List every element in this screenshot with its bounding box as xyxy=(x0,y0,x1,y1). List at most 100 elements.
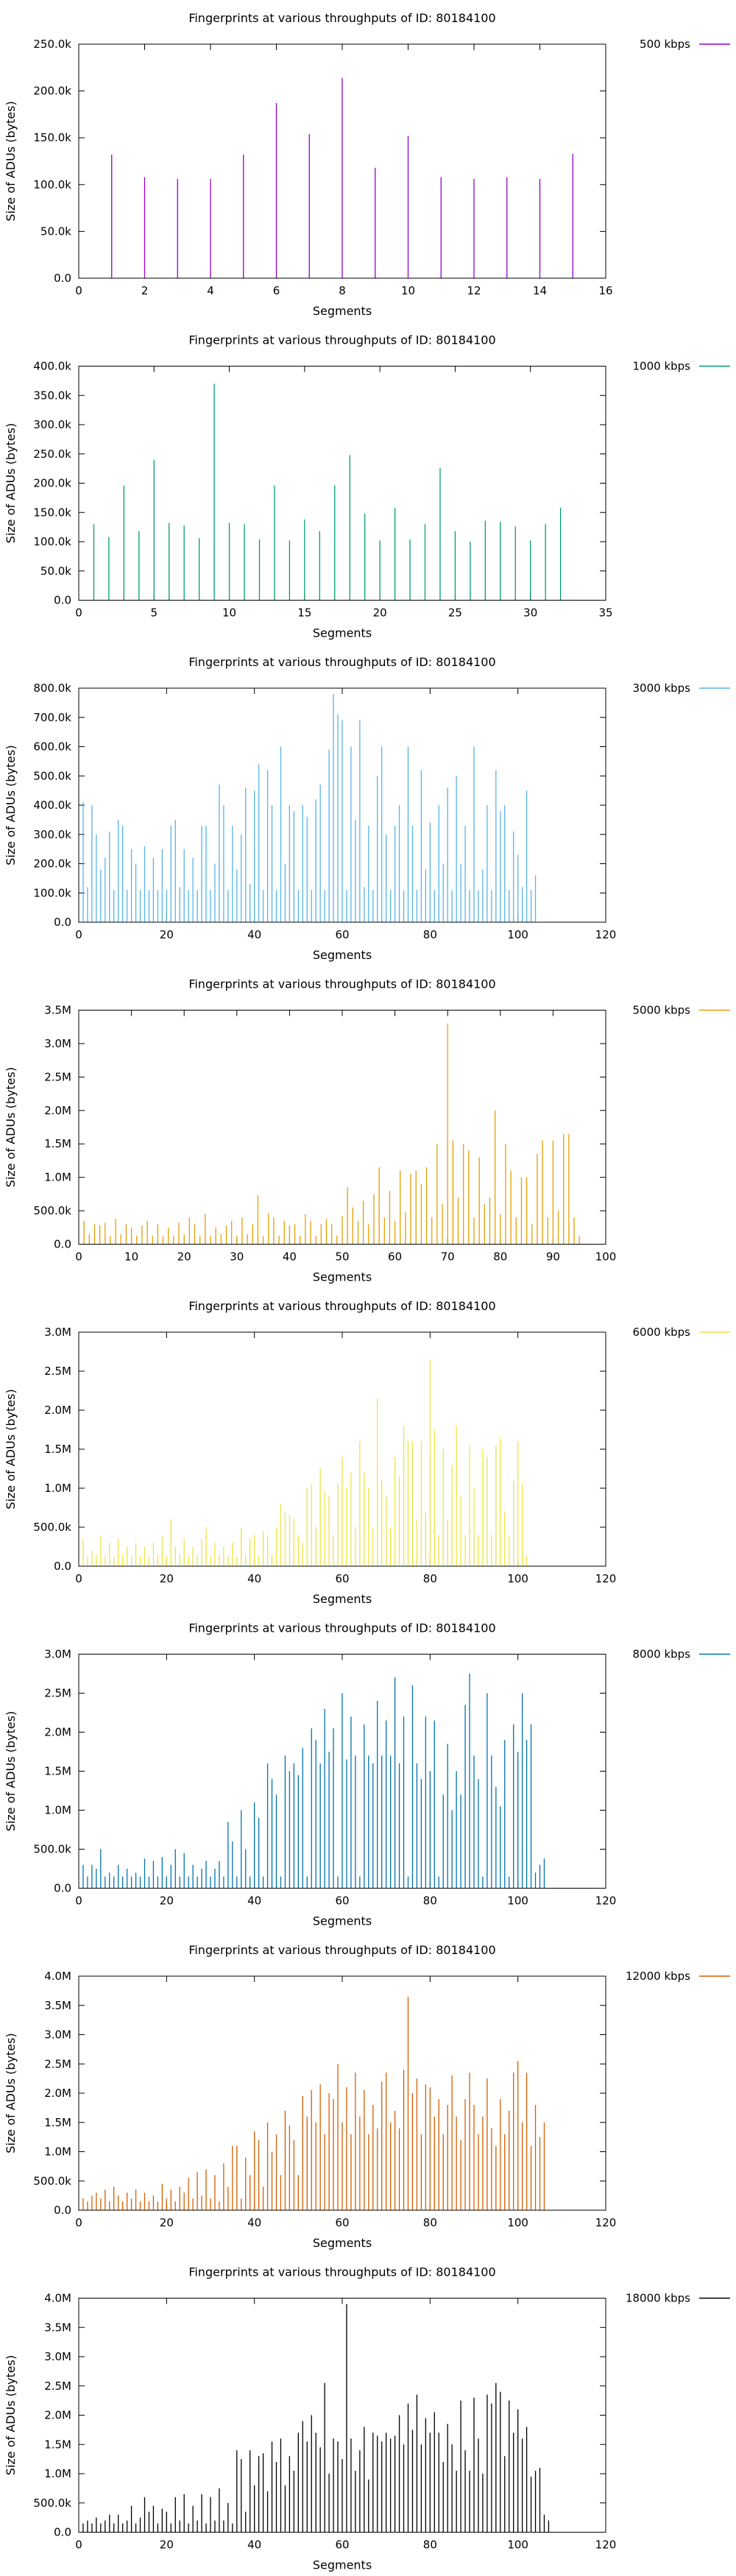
y-tick-label: 100.0k xyxy=(33,886,71,899)
x-tick-label: 120 xyxy=(595,1572,617,1585)
x-tick-label: 30 xyxy=(523,606,537,620)
x-tick-label: 0 xyxy=(75,2538,82,2552)
plot-frame xyxy=(78,1654,606,1889)
plot-frame xyxy=(78,1331,606,1567)
legend: 3000 kbps xyxy=(633,682,730,695)
legend: 1000 kbps xyxy=(633,360,730,373)
legend-label: 500 kbps xyxy=(640,38,690,51)
y-tick-label: 1.0M xyxy=(44,1171,71,1184)
x-tick-label: 4 xyxy=(207,284,214,297)
y-axis-label: Size of ADUs (bytes) xyxy=(4,745,18,865)
x-tick-label: 80 xyxy=(423,2216,437,2229)
plot-frame xyxy=(78,1975,606,2211)
y-tick-label: 1.5M xyxy=(44,2438,71,2451)
x-axis-label: Segments xyxy=(313,2558,372,2572)
y-tick-label: 300.0k xyxy=(33,418,71,431)
y-tick-label: 1.0M xyxy=(44,2467,71,2480)
x-tick-label: 120 xyxy=(595,1894,617,1908)
x-tick-label: 90 xyxy=(546,1250,560,1264)
y-tick-label: 1.0M xyxy=(44,1482,71,1495)
y-tick-label: 3.0M xyxy=(44,2028,71,2042)
y-tick-label: 3.5M xyxy=(44,1004,71,1017)
x-tick-label: 2 xyxy=(141,284,149,297)
x-tick-label: 40 xyxy=(247,1572,261,1585)
y-tick-label: 500.0k xyxy=(33,2497,71,2510)
y-tick-label: 0.0 xyxy=(54,1560,71,1573)
x-tick-label: 120 xyxy=(595,2538,617,2552)
legend: 8000 kbps xyxy=(633,1648,730,1661)
legend-label: 12000 kbps xyxy=(626,1970,690,1983)
y-tick-label: 1.0M xyxy=(44,1804,71,1817)
chart-panel: Fingerprints at various throughputs of I… xyxy=(4,655,730,962)
plot-frame xyxy=(78,2298,606,2533)
chart-panel: Fingerprints at various throughputs of I… xyxy=(4,1943,730,2250)
chart-title: Fingerprints at various throughputs of I… xyxy=(188,1943,495,1957)
y-tick-label: 2.0M xyxy=(44,1404,71,1417)
x-axis-label: Segments xyxy=(313,1914,372,1928)
x-tick-label: 6 xyxy=(273,284,280,297)
x-tick-label: 60 xyxy=(335,2538,349,2552)
chart-title: Fingerprints at various throughputs of I… xyxy=(188,1621,495,1635)
chart-title: Fingerprints at various throughputs of I… xyxy=(188,333,495,347)
chart-title: Fingerprints at various throughputs of I… xyxy=(188,1299,495,1313)
x-axis-label: Segments xyxy=(313,948,372,962)
x-tick-label: 60 xyxy=(335,928,349,941)
y-tick-label: 1.5M xyxy=(44,2116,71,2129)
y-tick-label: 250.0k xyxy=(33,38,71,51)
y-tick-label: 3.0M xyxy=(44,2350,71,2363)
y-axis-label: Size of ADUs (bytes) xyxy=(4,423,18,543)
x-tick-label: 15 xyxy=(297,606,311,620)
y-axis-label: Size of ADUs (bytes) xyxy=(4,1711,18,1831)
y-tick-label: 100.0k xyxy=(33,535,71,548)
x-tick-label: 20 xyxy=(160,1572,174,1585)
y-tick-label: 0.0 xyxy=(54,2526,71,2539)
y-tick-label: 2.0M xyxy=(44,1726,71,1739)
y-axis-label: Size of ADUs (bytes) xyxy=(4,2033,18,2153)
legend-label: 6000 kbps xyxy=(633,1326,691,1339)
x-tick-label: 8 xyxy=(339,284,346,297)
y-tick-label: 600.0k xyxy=(33,740,71,754)
x-tick-label: 10 xyxy=(222,606,236,620)
y-tick-label: 0.0 xyxy=(54,1238,71,1251)
x-tick-label: 80 xyxy=(493,1250,507,1264)
plot-frame xyxy=(78,43,606,279)
y-tick-label: 2.5M xyxy=(44,2057,71,2070)
chart-title: Fingerprints at various throughputs of I… xyxy=(188,655,495,669)
x-tick-label: 60 xyxy=(335,1572,349,1585)
y-axis-label: Size of ADUs (bytes) xyxy=(4,1067,18,1187)
x-tick-label: 0 xyxy=(75,1894,82,1908)
y-tick-label: 200.0k xyxy=(33,85,71,98)
x-tick-label: 120 xyxy=(595,928,617,941)
x-tick-label: 16 xyxy=(598,284,612,297)
y-tick-label: 500.0k xyxy=(33,1521,71,1534)
x-tick-label: 120 xyxy=(595,2216,617,2229)
x-tick-label: 35 xyxy=(598,606,612,620)
x-tick-label: 0 xyxy=(75,284,82,297)
chart-title: Fingerprints at various throughputs of I… xyxy=(188,11,495,25)
x-tick-label: 60 xyxy=(335,2216,349,2229)
x-tick-label: 100 xyxy=(507,928,528,941)
y-tick-label: 3.0M xyxy=(44,1037,71,1050)
y-tick-label: 700.0k xyxy=(33,711,71,724)
x-tick-label: 50 xyxy=(335,1250,349,1264)
x-tick-label: 40 xyxy=(247,2216,261,2229)
x-tick-label: 30 xyxy=(230,1250,244,1264)
y-tick-label: 500.0k xyxy=(33,2174,71,2187)
y-tick-label: 1.5M xyxy=(44,1443,71,1456)
x-tick-label: 40 xyxy=(247,1894,261,1908)
y-tick-label: 3.5M xyxy=(44,2321,71,2334)
legend: 500 kbps xyxy=(640,38,730,51)
x-tick-label: 14 xyxy=(533,284,547,297)
x-axis-label: Segments xyxy=(313,2236,372,2250)
plot-frame xyxy=(78,366,606,601)
y-tick-label: 250.0k xyxy=(33,447,71,461)
x-tick-label: 20 xyxy=(160,1894,174,1908)
y-tick-label: 3.5M xyxy=(44,1999,71,2012)
chart-panel: Fingerprints at various throughputs of I… xyxy=(4,2265,730,2572)
chart-panel: Fingerprints at various throughputs of I… xyxy=(4,333,730,640)
x-tick-label: 100 xyxy=(507,1572,528,1585)
x-tick-label: 60 xyxy=(335,1894,349,1908)
x-tick-label: 20 xyxy=(160,928,174,941)
y-tick-label: 2.0M xyxy=(44,1104,71,1117)
